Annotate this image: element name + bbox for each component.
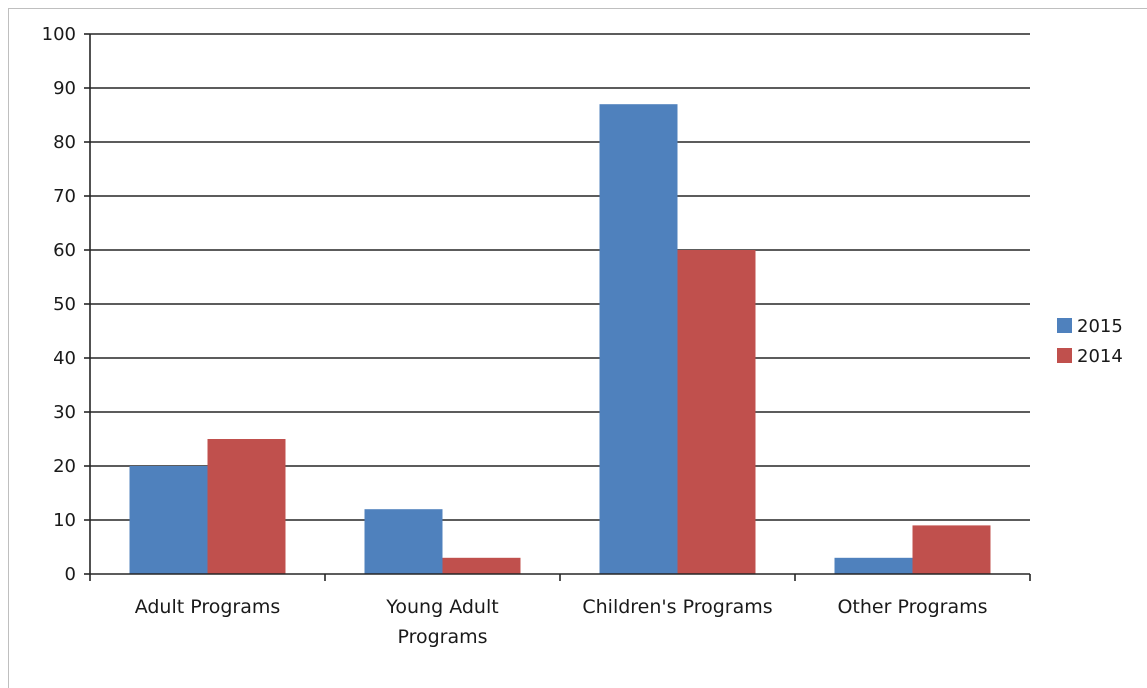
axes	[84, 33, 1031, 581]
gridlines	[90, 33, 1030, 521]
bar-2014-0	[207, 439, 286, 574]
bars	[129, 104, 991, 574]
y-tick-label: 70	[53, 186, 76, 207]
bar-2015-3	[834, 557, 913, 574]
bar-2014-3	[912, 525, 991, 574]
x-category-label: Programs	[397, 626, 487, 648]
x-category-label: Children's Programs	[582, 596, 772, 618]
y-tick-label: 90	[53, 78, 76, 99]
x-axis-categories: Adult Programs Young Adult Programs Childre…	[135, 596, 988, 648]
y-tick-label: 60	[53, 240, 76, 261]
x-category-label: Other Programs	[837, 596, 987, 618]
y-tick-label: 50	[53, 294, 76, 315]
bar-2014-2	[677, 250, 756, 574]
y-axis-ticks: 0 10 20 30 40 50 60 70 80 90 100	[42, 24, 76, 585]
y-tick-label: 20	[53, 456, 76, 477]
bar-2015-2	[599, 104, 678, 574]
legend-swatch-2014	[1057, 348, 1072, 363]
bar-2014-1	[442, 557, 521, 574]
chart-frame	[8, 8, 1147, 688]
y-tick-label: 0	[65, 564, 76, 585]
y-tick-label: 10	[53, 510, 76, 531]
legend-label-2015: 2015	[1077, 316, 1123, 337]
y-tick-label: 80	[53, 132, 76, 153]
bar-2015-1	[364, 509, 443, 574]
y-tick-label: 100	[42, 24, 76, 45]
y-tick-label: 40	[53, 348, 76, 369]
x-category-label: Young Adult	[385, 596, 498, 618]
legend-label-2014: 2014	[1077, 346, 1123, 367]
legend-swatch-2015	[1057, 318, 1072, 333]
legend: 2015 2014	[1057, 316, 1123, 367]
x-category-label: Adult Programs	[135, 596, 281, 618]
y-tick-label: 30	[53, 402, 76, 423]
bar-2015-0	[129, 466, 208, 574]
